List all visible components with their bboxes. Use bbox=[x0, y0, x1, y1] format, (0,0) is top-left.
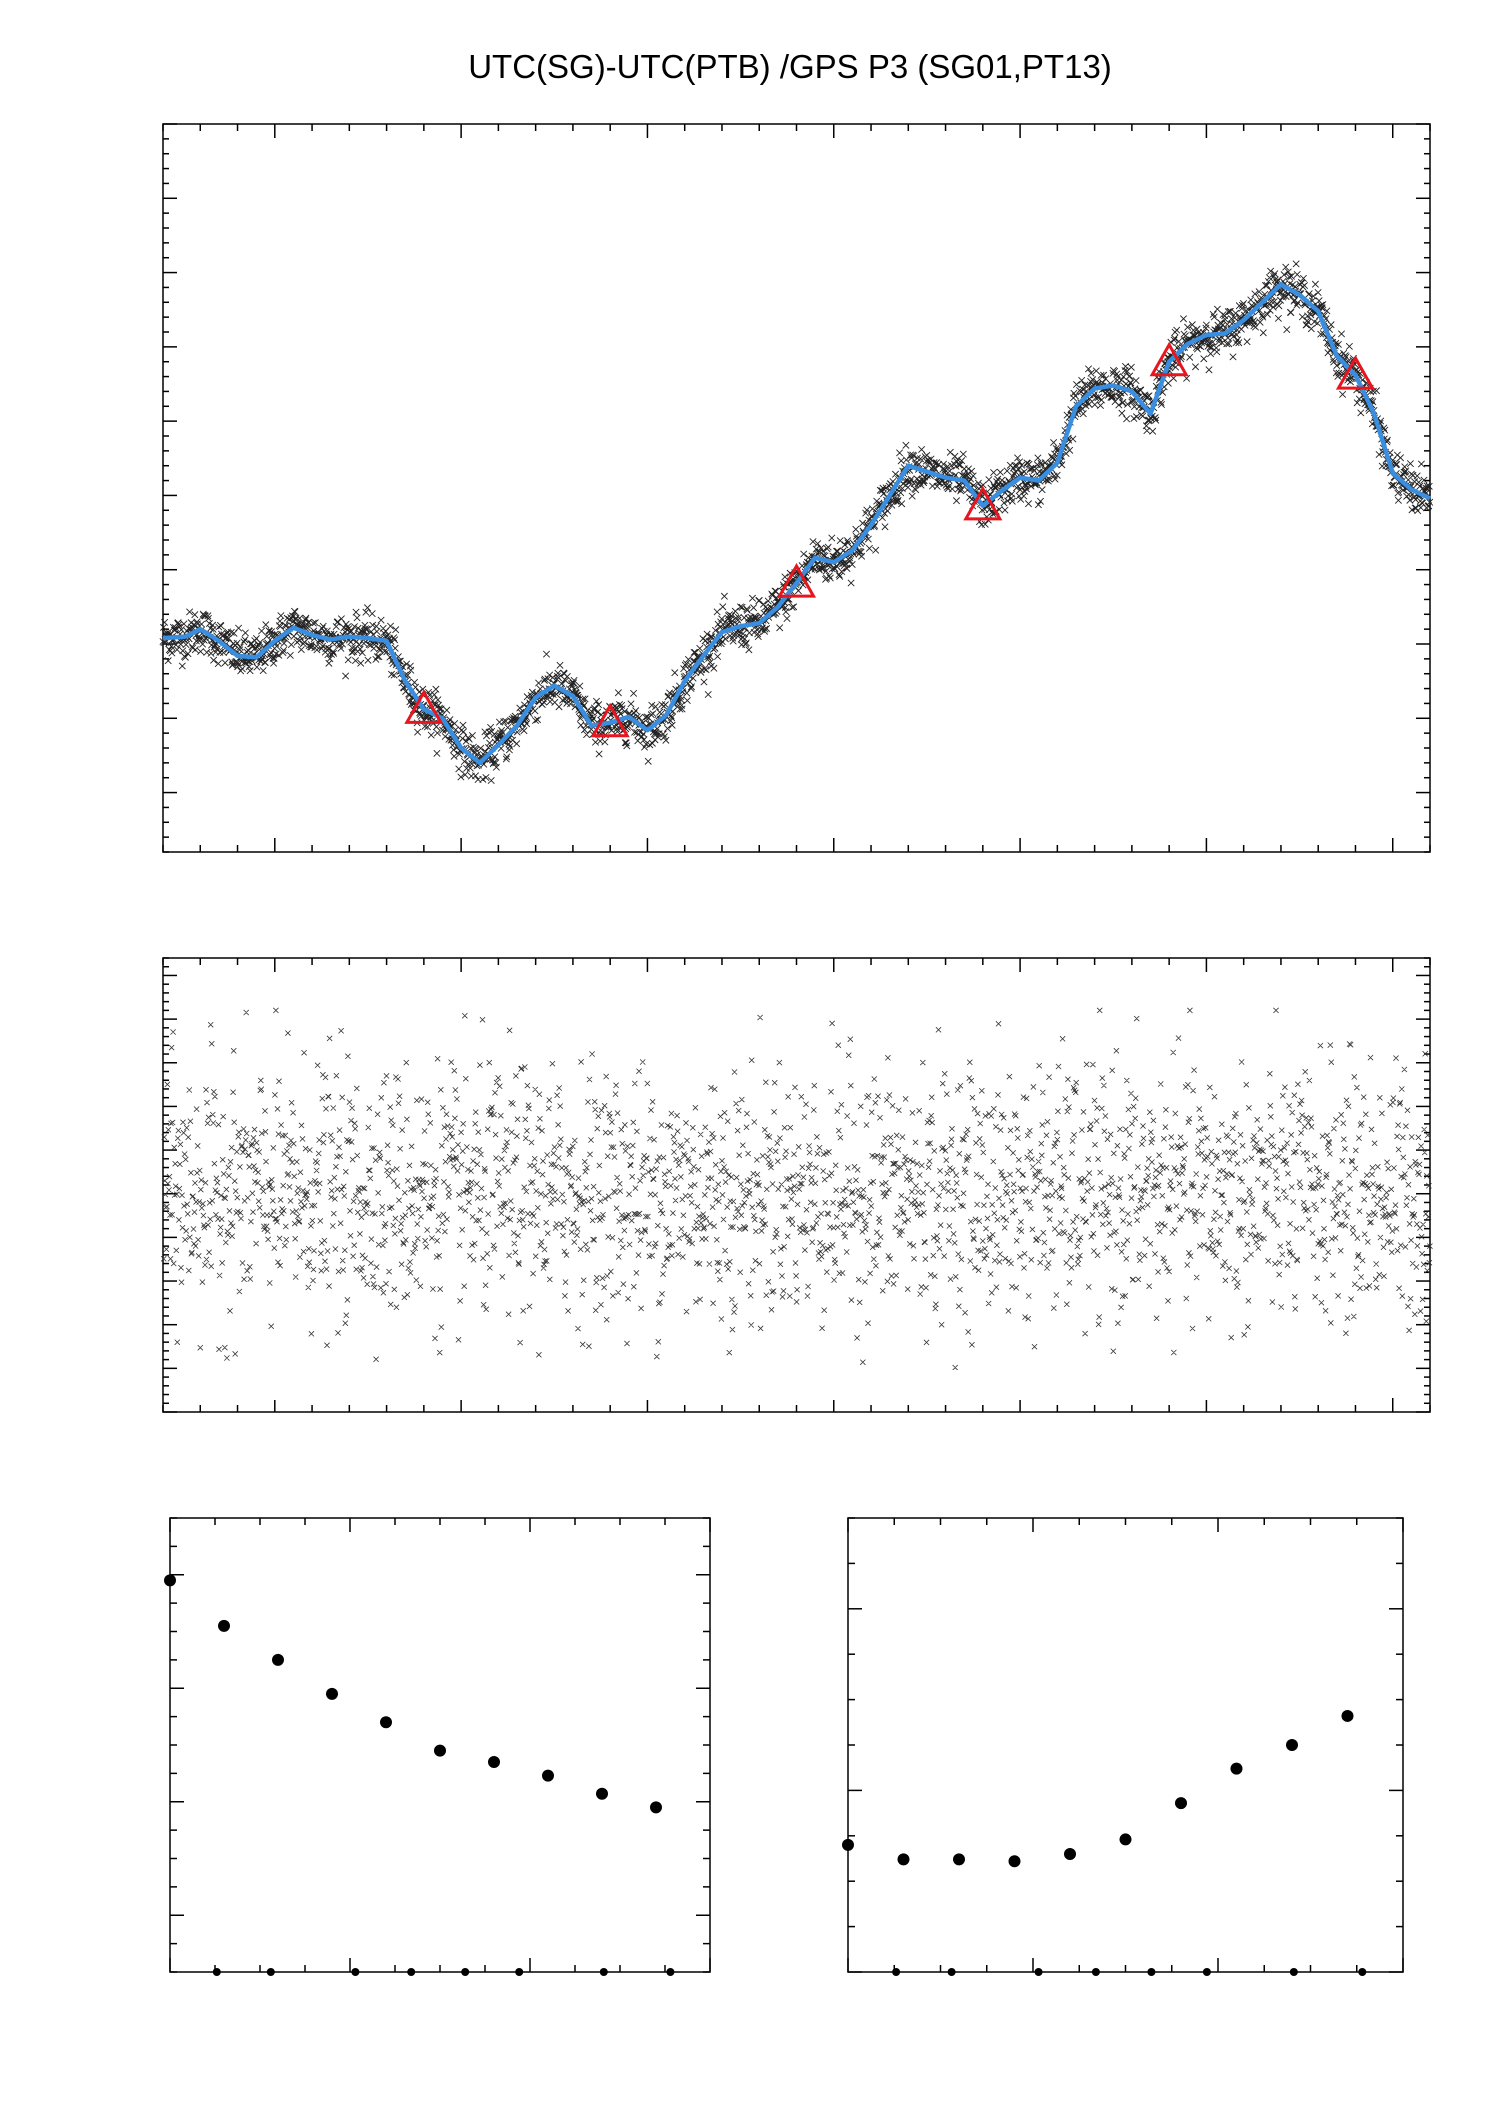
deviation-point bbox=[1119, 1833, 1132, 1846]
triangle-marker bbox=[1149, 341, 1189, 377]
deviation-point bbox=[650, 1801, 662, 1814]
deviation-point bbox=[842, 1838, 854, 1851]
triangle-marker bbox=[590, 702, 630, 738]
deviation-point bbox=[1064, 1847, 1076, 1860]
deviation-point bbox=[953, 1853, 965, 1866]
deviation-point bbox=[1341, 1709, 1354, 1722]
deviation-point bbox=[380, 1716, 392, 1729]
deviation-point bbox=[897, 1853, 910, 1866]
chart-title: UTC(SG)-UTC(PTB) /GPS P3 (SG01,PT13) bbox=[468, 48, 1112, 85]
deviation-point bbox=[434, 1744, 446, 1757]
deviation-point bbox=[1008, 1855, 1021, 1868]
deviation-point bbox=[542, 1769, 554, 1782]
smoothed-curve bbox=[162, 282, 1431, 766]
annotation-background bbox=[196, 1370, 1276, 1400]
triangle-marker bbox=[1335, 355, 1376, 390]
deviation-point bbox=[1175, 1797, 1187, 1810]
top-plot-frame bbox=[162, 123, 1431, 853]
triangle-marker bbox=[776, 563, 817, 598]
scale-marker bbox=[599, 1968, 608, 1976]
scale-marker bbox=[351, 1968, 360, 1976]
deviation-point bbox=[596, 1787, 608, 1800]
residual-points bbox=[160, 1007, 1433, 1380]
allan-deviation-panel bbox=[164, 1517, 711, 1976]
top-panel bbox=[159, 123, 1434, 853]
scale-marker bbox=[1289, 1968, 1298, 1976]
deviation-point bbox=[488, 1756, 500, 1769]
deviation-point bbox=[164, 1574, 176, 1587]
scale-marker bbox=[266, 1968, 275, 1976]
scale-marker bbox=[407, 1968, 416, 1976]
triangle-marker bbox=[404, 689, 444, 724]
scale-marker bbox=[212, 1968, 221, 1976]
deviation-point bbox=[218, 1619, 230, 1632]
middle-plot-frame bbox=[162, 957, 1431, 1413]
plot-frame bbox=[847, 1517, 1404, 1973]
time-deviation-panel bbox=[842, 1517, 1404, 1976]
scale-marker bbox=[515, 1968, 524, 1976]
deviation-point bbox=[1230, 1762, 1243, 1775]
deviation-point bbox=[326, 1687, 338, 1700]
scale-marker bbox=[1091, 1968, 1100, 1976]
deviation-point bbox=[1286, 1739, 1298, 1751]
deviation-point bbox=[272, 1653, 284, 1666]
scale-marker bbox=[461, 1968, 470, 1976]
scale-marker bbox=[1147, 1968, 1156, 1976]
scale-marker bbox=[1034, 1968, 1043, 1976]
scale-marker bbox=[666, 1968, 675, 1976]
scale-marker bbox=[947, 1968, 956, 1976]
scale-marker bbox=[1358, 1968, 1367, 1976]
scale-marker bbox=[1202, 1968, 1211, 1976]
scale-marker bbox=[892, 1968, 901, 1976]
measurement-points bbox=[159, 260, 1434, 785]
triangle-marker bbox=[963, 485, 1003, 521]
middle-panel bbox=[160, 957, 1433, 1413]
